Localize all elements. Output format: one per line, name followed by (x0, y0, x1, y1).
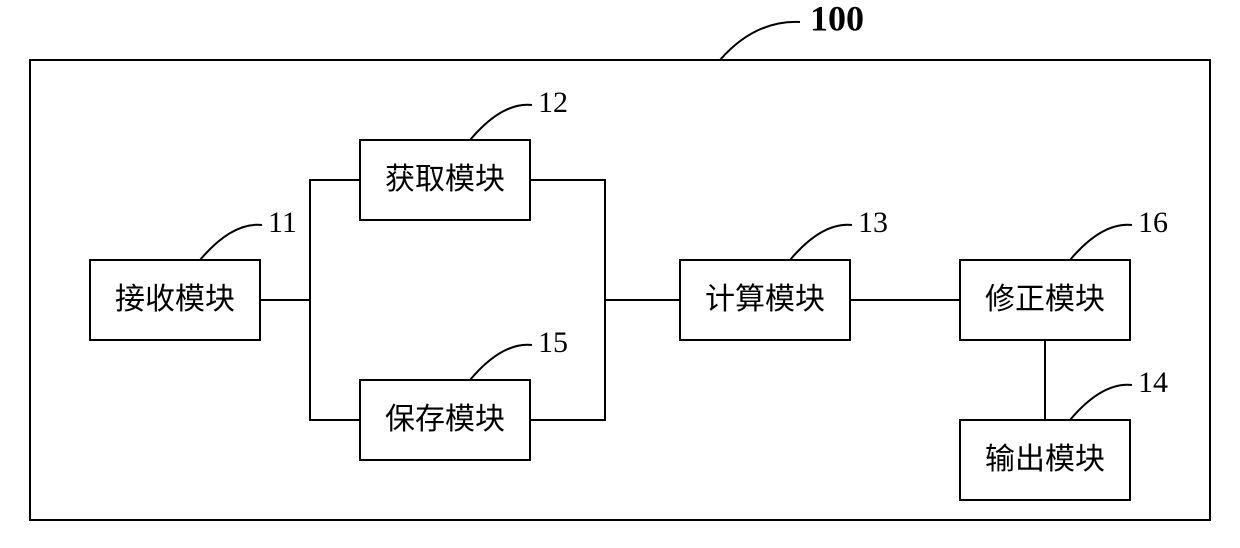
node-m15-label: 保存模块 (385, 403, 505, 436)
node-m16-id: 16 (1138, 206, 1168, 239)
node-m14-id: 14 (1138, 366, 1168, 399)
node-m16: 修正模块 16 (960, 206, 1168, 340)
node-m11-lead (200, 225, 262, 260)
node-m11: 接收模块 11 (90, 206, 297, 340)
node-m16-label: 修正模块 (985, 283, 1105, 316)
node-m13-label: 计算模块 (705, 283, 825, 316)
node-m15-id: 15 (538, 326, 568, 359)
edge-junction-m15 (310, 300, 360, 420)
edge-m12-junction2 (530, 180, 605, 300)
node-m14-lead (1070, 385, 1132, 420)
node-m12: 获取模块 12 (360, 86, 568, 220)
node-m14-label: 输出模块 (985, 443, 1105, 476)
node-m12-label: 获取模块 (385, 163, 505, 196)
node-m11-label: 接收模块 (115, 283, 235, 316)
node-m11-id: 11 (268, 206, 297, 239)
node-m15: 保存模块 15 (360, 326, 568, 460)
container-id: 100 (810, 0, 864, 38)
container-lead (720, 22, 800, 60)
node-m16-lead (1070, 225, 1132, 260)
node-m15-lead (470, 345, 532, 380)
edge-m15-junction2 (530, 300, 605, 420)
edge-junction-m12 (310, 180, 360, 300)
node-m12-lead (470, 105, 532, 140)
node-m13-lead (790, 225, 852, 260)
node-m12-id: 12 (538, 86, 568, 119)
node-m13-id: 13 (858, 206, 888, 239)
node-m14: 输出模块 14 (960, 366, 1168, 500)
node-m13: 计算模块 13 (680, 206, 888, 340)
